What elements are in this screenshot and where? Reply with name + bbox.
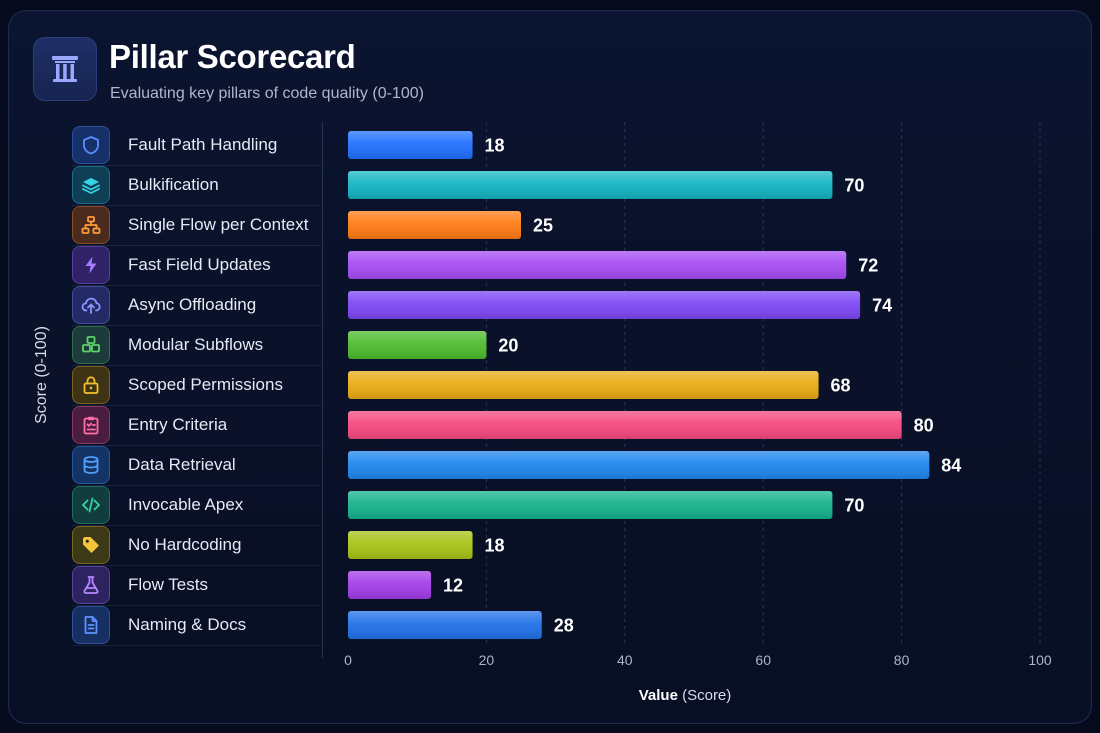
category-label: Scoped Permissions — [128, 375, 283, 394]
bar-value-label: 70 — [844, 176, 864, 196]
row-separator — [72, 605, 322, 606]
bar-sheen — [348, 411, 902, 439]
row-separator — [72, 285, 322, 286]
x-tick-label: 20 — [479, 652, 495, 668]
flask-icon — [72, 566, 110, 604]
layers-icon — [72, 166, 110, 204]
category-label: Fault Path Handling — [128, 135, 278, 154]
x-tick-label: 40 — [617, 652, 633, 668]
category-row: Entry Criteria — [72, 405, 322, 446]
category-row: Bulkification — [72, 165, 322, 206]
category-row: Data Retrieval — [72, 445, 322, 486]
bar-value-label: 12 — [443, 576, 463, 596]
category-row: Modular Subflows — [72, 325, 322, 366]
category-label: Single Flow per Context — [128, 215, 309, 234]
bar-sheen — [348, 331, 487, 359]
category-row: No Hardcoding — [72, 525, 322, 566]
axis-divider — [322, 122, 323, 658]
lock-icon — [72, 366, 110, 404]
row-separator — [72, 525, 322, 526]
bar-sheen — [348, 211, 521, 239]
category-row: Async Offloading — [72, 285, 322, 326]
row-separator — [72, 645, 322, 646]
row-separator — [72, 365, 322, 366]
bar-sheen — [348, 531, 473, 559]
x-axis-label-rest: (Score) — [677, 687, 732, 704]
tag-icon — [72, 526, 110, 564]
row-separator — [72, 165, 322, 166]
bar-value-label: 72 — [858, 256, 878, 276]
category-row: Flow Tests — [72, 565, 322, 606]
category-row: Fast Field Updates — [72, 245, 322, 286]
category-label: Entry Criteria — [128, 415, 228, 434]
category-label: No Hardcoding — [128, 535, 242, 554]
x-tick-label: 60 — [755, 652, 771, 668]
bar-value-label: 70 — [844, 496, 864, 516]
bar-value-label: 20 — [498, 336, 518, 356]
bar-sheen — [348, 171, 833, 199]
category-label: Flow Tests — [128, 575, 208, 594]
row-separator — [72, 485, 322, 486]
page-subtitle: Evaluating key pillars of code quality (… — [110, 85, 424, 102]
category-row: Scoped Permissions — [72, 365, 322, 406]
page-title: Pillar Scorecard — [109, 38, 356, 75]
bar-value-label: 68 — [831, 376, 851, 396]
document-icon — [72, 606, 110, 644]
category-label: Naming & Docs — [128, 615, 247, 634]
x-axis-label-bold: Value — [638, 687, 678, 704]
bar-value-label: 18 — [485, 136, 505, 156]
category-row: Single Flow per Context — [72, 205, 322, 246]
bar-sheen — [348, 491, 833, 519]
clipboard-icon — [72, 406, 110, 444]
category-label: Data Retrieval — [128, 455, 236, 474]
bar-value-label: 80 — [914, 416, 934, 436]
x-tick-label: 100 — [1028, 652, 1052, 668]
row-separator — [72, 565, 322, 566]
row-separator — [72, 325, 322, 326]
bar-value-label: 18 — [485, 536, 505, 556]
bar-sheen — [348, 571, 432, 599]
bar-sheen — [348, 131, 473, 159]
bar-value-label: 74 — [872, 296, 892, 316]
code-icon — [72, 486, 110, 524]
row-separator — [72, 405, 322, 406]
category-row: Invocable Apex — [72, 485, 322, 526]
shield-icon — [72, 126, 110, 164]
category-row: Fault Path Handling — [72, 125, 322, 166]
cubes-icon — [72, 326, 110, 364]
bar-sheen — [348, 291, 861, 319]
x-axis-label: Value (Score) — [639, 687, 732, 704]
category-label: Bulkification — [128, 175, 219, 194]
scorecard-card — [8, 10, 1092, 724]
row-separator — [72, 205, 322, 206]
sitemap-icon — [72, 206, 110, 244]
bar-sheen — [348, 371, 819, 399]
category-row: Naming & Docs — [72, 605, 322, 646]
category-label: Fast Field Updates — [128, 255, 271, 274]
category-label: Invocable Apex — [128, 495, 244, 514]
category-label: Modular Subflows — [128, 335, 264, 354]
cloud-upload-icon — [72, 286, 110, 324]
bar-sheen — [348, 611, 542, 639]
bar-sheen — [348, 451, 930, 479]
database-icon — [72, 446, 110, 484]
row-separator — [72, 245, 322, 246]
bar-sheen — [348, 251, 847, 279]
bar-value-label: 25 — [533, 216, 553, 236]
x-tick-label: 0 — [344, 652, 352, 668]
bar-value-label: 84 — [941, 456, 961, 476]
bolt-icon — [72, 246, 110, 284]
bar-value-label: 28 — [554, 616, 574, 636]
x-tick-label: 80 — [894, 652, 910, 668]
pillar-icon — [33, 37, 97, 101]
category-label: Async Offloading — [128, 295, 257, 314]
row-separator — [72, 445, 322, 446]
